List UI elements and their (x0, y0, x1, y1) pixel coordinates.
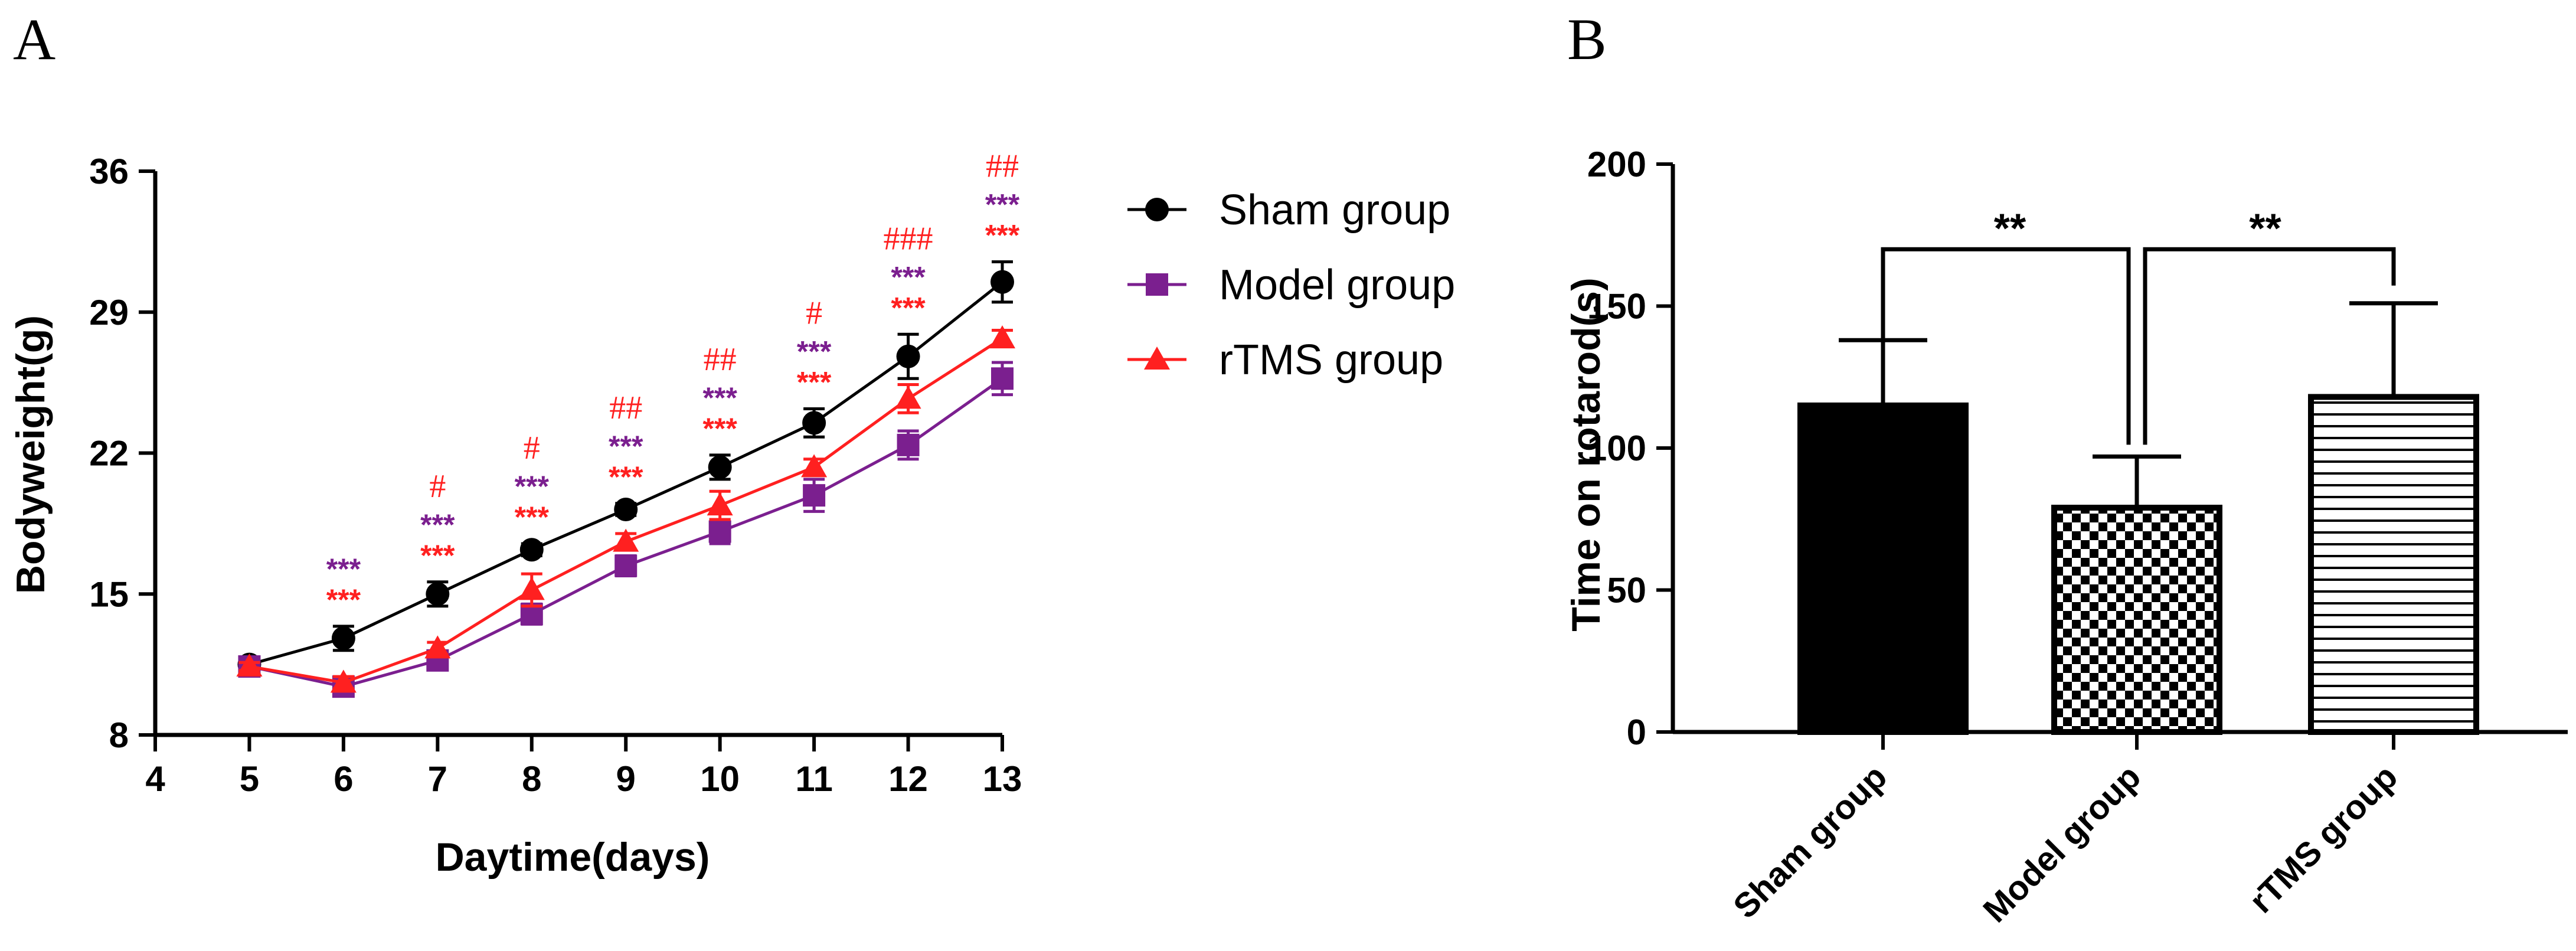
significance-stars: *** (609, 430, 643, 463)
line-chart-significance-annotations: ****** ******#******#******##******##****… (326, 148, 1020, 616)
sham-point (802, 411, 826, 435)
x-tick-label: 10 (700, 759, 740, 799)
bar-chart-significance-brackets: ** ** (1881, 205, 2396, 445)
significance-stars: *** (797, 365, 832, 398)
rtms-point (895, 385, 921, 409)
category-label: rTMS group (2242, 757, 2405, 920)
bar-model-group (2051, 505, 2222, 735)
significance-stars: *** (891, 291, 926, 324)
significance-stars: *** (326, 553, 361, 586)
rtms-point (236, 653, 263, 677)
y-tick-label-b: 200 (1587, 145, 1646, 184)
significance-stars: *** (891, 260, 926, 293)
model-point (708, 520, 731, 543)
significance-stars: *** (702, 381, 737, 414)
rtms-point (424, 635, 451, 659)
legend-label-rtms: rTMS group (1219, 336, 1443, 384)
y-axis-title-b: Time on rotarod(s) (1564, 277, 1609, 631)
y-tick-label: 8 (109, 715, 129, 755)
significance-hash: ## (609, 390, 642, 426)
y-axis-title: Bodyweight(g) (8, 315, 53, 594)
legend-marker-sham (1145, 198, 1169, 221)
y-tick-label: 22 (89, 434, 129, 473)
bar-sham-group (1797, 402, 1969, 735)
sham-point (708, 455, 732, 479)
rtms-point (613, 528, 639, 552)
rtms-point (707, 492, 733, 516)
significance-hash: ### (884, 220, 933, 257)
significance-stars: *** (985, 218, 1020, 251)
significance-stars: *** (797, 335, 832, 368)
significance-hash: # (429, 468, 446, 505)
x-tick-label: 13 (983, 759, 1022, 799)
sham-point (519, 538, 544, 562)
significance-stars: *** (515, 470, 550, 503)
panel-letter-a: A (13, 6, 55, 72)
bracket-sham-vs-model (1881, 247, 2131, 445)
x-tick-label: 6 (334, 759, 353, 799)
legend-marker-rtms (1144, 347, 1170, 370)
significance-hash: ## (704, 341, 737, 378)
bar-rtms-group (2308, 394, 2479, 735)
sham-point (896, 344, 920, 368)
bracket-stars: ** (1994, 205, 2026, 251)
sham-point (331, 626, 355, 651)
x-tick-label: 12 (888, 759, 928, 799)
rtms-point (518, 577, 545, 600)
line-chart-series (236, 260, 1015, 698)
sham-point (990, 270, 1014, 294)
x-tick-label: 11 (795, 759, 832, 799)
line-chart-axes: 8 15 22 29 36 4 5 6 7 8 9 10 11 12 13 (89, 152, 1022, 799)
y-tick-label-b: 100 (1587, 429, 1646, 468)
x-tick-label: 4 (145, 759, 165, 799)
significance-stars: *** (420, 539, 455, 572)
x-tick-label: 9 (616, 759, 636, 799)
x-axis-title: Daytime(days) (436, 835, 710, 880)
x-tick-label: 5 (240, 759, 259, 799)
bracket-stars: ** (2249, 205, 2281, 251)
category-label: Model group (1976, 757, 2148, 930)
rtms-point (801, 454, 828, 478)
y-tick-label: 15 (89, 574, 129, 614)
rtms-point (989, 325, 1015, 349)
significance-hash: # (806, 295, 822, 331)
significance-stars: *** (702, 412, 737, 445)
model-point (614, 554, 638, 577)
y-tick-label-b: 150 (1587, 287, 1646, 326)
model-point (897, 433, 920, 456)
legend-label-model: Model group (1219, 262, 1455, 309)
significance-stars: *** (609, 460, 643, 494)
significance-stars: *** (985, 188, 1020, 221)
bar-chart-panel-b: 0 50 100 150 200 Sham group Model group rTMS gr… (1564, 145, 2568, 930)
significance-hash: # (524, 430, 540, 466)
y-tick-label-b: 0 (1627, 713, 1646, 752)
significance-hash: ## (986, 148, 1019, 184)
sham-point (614, 498, 638, 521)
category-label: Sham group (1726, 757, 1894, 926)
bar-chart-bars (1797, 301, 2479, 735)
y-tick-label-b: 50 (1607, 571, 1646, 610)
significance-stars: *** (326, 583, 361, 616)
legend: Sham group Model group rTMS group (1127, 187, 1455, 384)
y-tick-label: 36 (89, 152, 129, 191)
panel-letter-b: B (1567, 6, 1607, 72)
model-point (803, 484, 826, 507)
model-point (991, 367, 1014, 390)
legend-marker-model (1146, 273, 1168, 296)
y-tick-label: 29 (89, 293, 129, 332)
sham-point (426, 582, 450, 606)
rtms-point (330, 669, 357, 693)
legend-label-sham: Sham group (1219, 187, 1450, 234)
x-tick-label: 8 (522, 759, 541, 799)
x-tick-label: 7 (428, 759, 447, 799)
bracket-model-vs-rtms (2143, 247, 2396, 445)
significance-stars: *** (515, 501, 550, 534)
significance-stars: *** (420, 508, 455, 541)
